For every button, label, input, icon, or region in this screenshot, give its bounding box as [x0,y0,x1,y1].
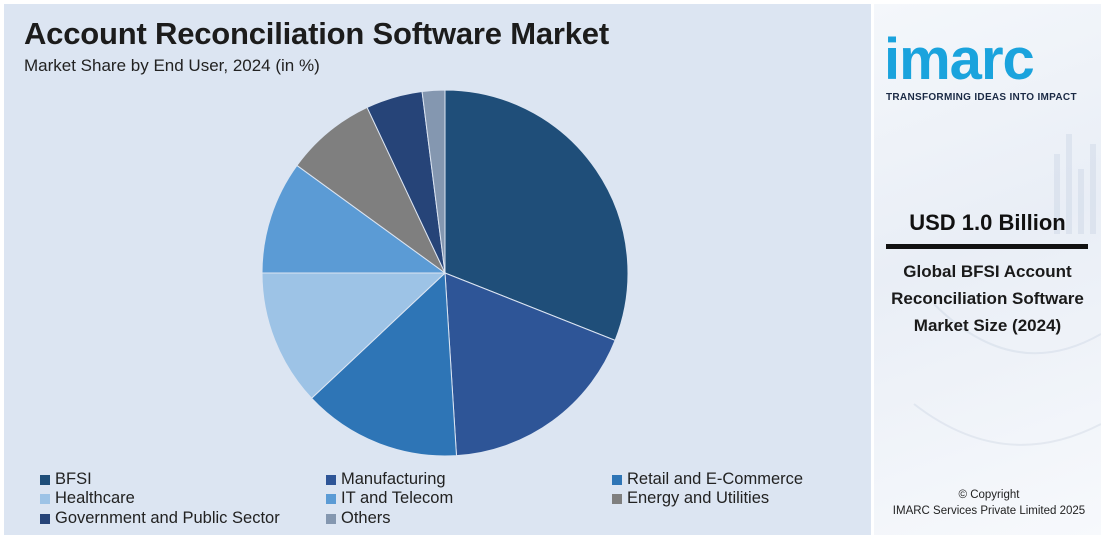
legend-swatch [612,474,622,485]
legend-item-retail-and-e-commerce: Retail and E-Commerce [612,470,803,489]
info-side-panel: imarc TRANSFORMING IDEAS INTO IMPACT USD… [874,4,1101,535]
legend-swatch [326,474,336,485]
legend-swatch [612,493,622,504]
copyright-notice: © Copyright IMARC Services Private Limit… [874,487,1101,519]
chart-legend: BFSI Manufacturing Retail and E-Commerce He… [4,4,871,535]
legend-item-government-and-public-sector: Government and Public Sector [40,509,280,528]
logo-tagline: TRANSFORMING IDEAS INTO IMPACT [886,92,1077,103]
pie-slice-others [421,89,446,274]
legend-label: Manufacturing [341,470,446,488]
chart-panel: Account Reconciliation Software Market M… [4,4,871,535]
pie-slice-manufacturing [444,272,616,457]
legend-swatch [326,493,336,504]
imarc-logo: imarc [884,27,1035,92]
legend-item-others: Others [326,509,391,528]
pie-slice-bfsi [444,89,629,342]
pie-slice-healthcare [261,272,447,399]
copyright-line-1: © Copyright [958,489,1020,501]
legend-item-it-and-telecom: IT and Telecom [326,489,453,508]
legend-label: Energy and Utilities [627,489,770,507]
chart-subtitle: Market Share by End User, 2024 (in %) [24,56,320,75]
legend-item-manufacturing: Manufacturing [326,470,446,489]
legend-item-bfsi: BFSI [40,470,92,489]
legend-swatch [40,474,50,485]
legend-swatch [40,493,50,504]
legend-label: Healthcare [55,489,135,507]
legend-label: Retail and E-Commerce [627,470,804,488]
market-size-value: USD 1.0 Billion [909,210,1066,235]
pie-slice-retail-and-e-commerce [310,271,458,457]
market-size-description: Global BFSI Account Reconciliation Softw… [891,262,1084,335]
pie-slice-energy-and-utilities [296,106,446,274]
divider [886,244,1088,249]
pie-slice-it-and-telecom [261,164,447,274]
copyright-line-2: IMARC Services Private Limited 2025 [892,505,1086,517]
legend-label: Others [341,509,391,527]
decorative-background [913,134,1101,446]
legend-label: BFSI [55,470,92,488]
legend-label: IT and Telecom [341,489,454,507]
pie-chart [261,89,629,457]
legend-item-healthcare: Healthcare [40,489,135,508]
legend-label: Government and Public Sector [55,509,280,527]
chart-title: Account Reconciliation Software Market [24,16,609,51]
legend-swatch [40,513,50,524]
legend-swatch [326,513,336,524]
legend-item-energy-and-utilities: Energy and Utilities [612,489,769,508]
